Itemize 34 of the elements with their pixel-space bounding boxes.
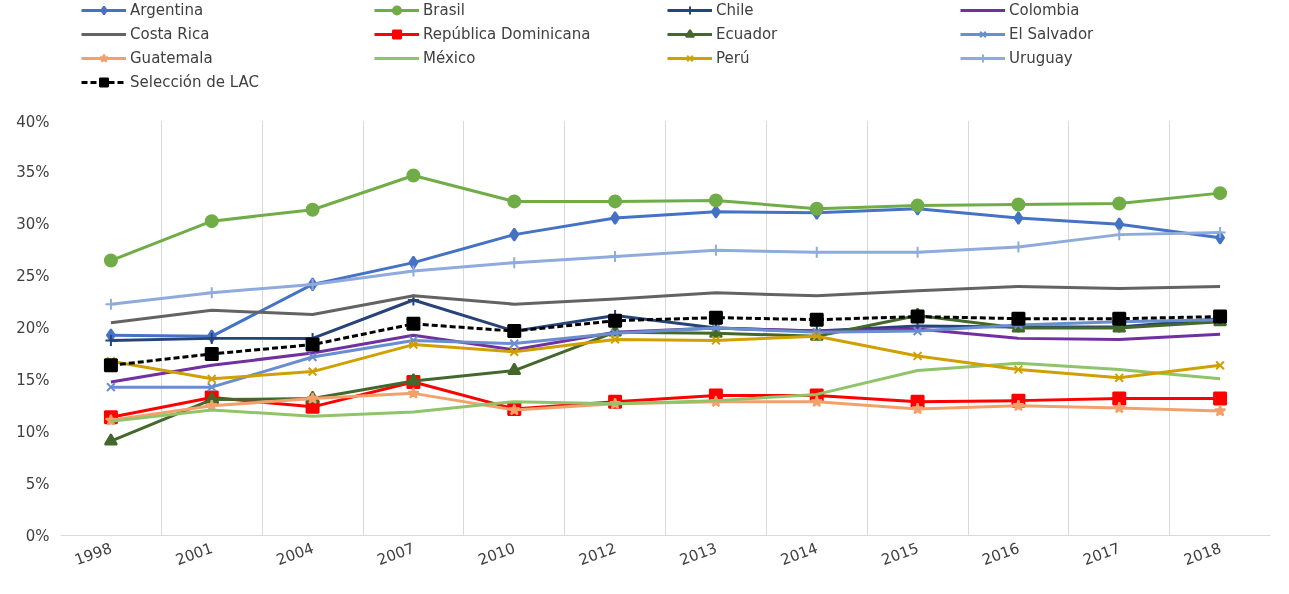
x-tick-label: 2012 [576,538,619,569]
legend-label: República Dominicana [423,24,592,44]
x-tick-label: 2017 [1080,538,1123,569]
y-tick-label: 0% [25,526,50,545]
y-tick-label: 40% [16,112,50,131]
legend-label: Colombia [1009,0,1081,20]
legend-label: Uruguay [1009,48,1074,68]
legend-label: Costa Rica [130,24,211,44]
legend-label: Guatemala [130,48,214,68]
x-tick-label: 2015 [878,538,922,569]
y-tick-label: 15% [16,370,50,389]
y-tick-label: 10% [16,422,50,441]
y-tick-label: 35% [16,163,50,182]
legend-label: Argentina [130,0,205,20]
x-tick-label: 2018 [1181,538,1224,569]
legend-label: Selección de LAC [130,72,260,92]
legend-label: Perú [716,48,751,68]
x-tick-label: 2014 [778,538,821,569]
x-tick-label: 2016 [979,538,1022,569]
legend-label: El Salvador [1009,24,1095,44]
y-tick-label: 25% [16,267,50,286]
legend-label: México [423,48,477,68]
x-tick-label: 2004 [273,538,317,569]
x-tick-label: 2010 [475,538,518,569]
x-tick-label: 2001 [173,538,216,569]
legend-label: Chile [716,0,755,20]
y-tick-label: 20% [16,319,50,337]
legend-label: Ecuador [716,24,779,44]
y-tick-label: 30% [16,215,50,234]
legend-label: Brasil [423,0,466,20]
x-tick-label: 1998 [72,538,115,569]
y-tick-label: 5% [25,474,50,493]
x-tick-label: 2007 [374,538,417,569]
x-tick-label: 2013 [677,538,720,569]
